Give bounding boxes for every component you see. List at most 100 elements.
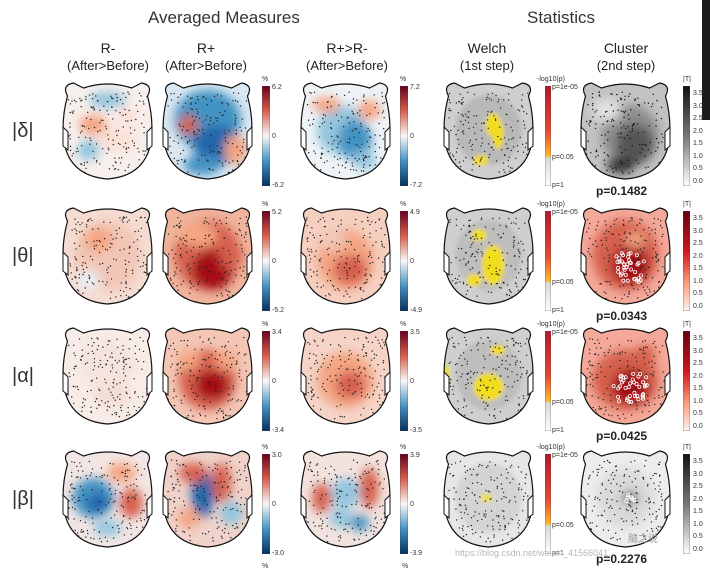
colorbar-welch-row1: [545, 211, 551, 311]
cluster-cbar-tick: 2.0: [693, 372, 703, 380]
cbar-min: -6.2: [272, 182, 285, 189]
cluster-cbar-title: |T|: [683, 321, 691, 328]
cluster-cbar-tick: 1.0: [693, 152, 703, 160]
head-map-row1-col2: [300, 207, 391, 305]
cbar-mid: 0: [272, 501, 276, 508]
column-title: Welch: [467, 40, 507, 56]
colorbar-ratio-row1: [262, 211, 270, 311]
welch-cbar-top: p=1e-05: [552, 84, 578, 91]
head-map-row0-col2: [300, 82, 391, 180]
welch-cbar-bottom: p=1: [552, 307, 564, 314]
welch-cbar-bottom: p=1: [552, 550, 564, 557]
head-map-row1-col0: [62, 207, 153, 305]
cluster-cbar-tick: 3.0: [693, 470, 703, 478]
cluster-p-value-row0: p=0.1482: [596, 184, 648, 198]
cluster-cbar-tick: 3.0: [693, 227, 703, 235]
colorbar-cluster-row0: [683, 86, 690, 186]
column-title: R-: [100, 40, 116, 56]
cluster-cbar-tick: 0.0: [693, 177, 703, 185]
cbar-max: 3.5: [410, 329, 420, 336]
column-heading-3: Welch (1st step): [427, 40, 547, 74]
cbar-max: 6.2: [272, 84, 282, 91]
column-heading-4: Cluster (2nd step): [566, 40, 686, 74]
head-map-row0-col1: [162, 82, 253, 180]
colorbar-diff-row2: [400, 331, 408, 431]
column-subtitle: (2nd step): [596, 58, 656, 73]
watermark-logo: 脑之说: [628, 534, 658, 545]
head-map-row1-col1: [162, 207, 253, 305]
head-map-row2-col3: [443, 327, 534, 425]
cbar-min: -3.0: [272, 550, 285, 557]
cluster-cbar-tick: 2.5: [693, 115, 703, 122]
column-title: Cluster: [603, 40, 649, 56]
cbar-max: 3.4: [272, 329, 282, 336]
column-subtitle: (After>Before): [305, 58, 388, 73]
colorbar-diff-row3: [400, 454, 408, 554]
head-map-row2-col2: [300, 327, 391, 425]
cluster-cbar-tick: 2.0: [693, 252, 703, 260]
welch-cbar-top: p=1e-05: [552, 452, 578, 459]
head-map-row0-col4: [580, 82, 671, 180]
colorbar-welch-row3: [545, 454, 551, 554]
cluster-cbar-tick: 2.5: [693, 240, 703, 247]
column-subtitle: (1st step): [459, 58, 515, 73]
cluster-cbar-tick: 1.5: [693, 140, 703, 147]
cbar-unit: %: [400, 444, 407, 451]
cluster-cbar-tick: 0.0: [693, 545, 703, 553]
cbar-unit: %: [262, 201, 269, 208]
cluster-cbar-tick: 1.0: [693, 397, 703, 405]
cluster-cbar-tick: 2.5: [693, 483, 703, 490]
cbar-unit: %: [400, 321, 407, 328]
colorbar-welch-row0: [545, 86, 551, 186]
cluster-cbar-tick: 2.0: [693, 127, 703, 135]
cluster-cbar-tick: 0.5: [693, 410, 703, 417]
welch-cbar-mid: p=0.05: [552, 399, 574, 406]
head-map-row3-col3: [443, 450, 534, 548]
cbar-mid: 0: [272, 378, 276, 385]
cluster-cbar-tick: 2.5: [693, 360, 703, 367]
welch-cbar-top: p=1e-05: [552, 209, 578, 216]
head-map-row1-col4: [580, 207, 671, 305]
head-map-row3-col4: [580, 450, 671, 548]
welch-cbar-bottom: p=1: [552, 427, 564, 434]
cbar-min: -3.9: [410, 550, 423, 557]
cbar-max: 7.2: [410, 84, 420, 91]
column-heading-0: R- (After>Before): [48, 40, 168, 74]
bottom-unit-left: %: [262, 563, 269, 570]
head-map-row3-col2: [300, 450, 391, 548]
cluster-cbar-tick: 2.0: [693, 495, 703, 503]
cbar-max: 5.2: [272, 209, 282, 216]
cluster-p-value-row3: p=0.2276: [596, 552, 648, 566]
cbar-mid: 0: [272, 133, 276, 140]
colorbar-welch-row2: [545, 331, 551, 431]
cluster-cbar-title: |T|: [683, 444, 691, 451]
cbar-min: -5.2: [272, 307, 285, 314]
cbar-mid: 0: [410, 378, 414, 385]
column-heading-2: R+>R- (After>Before): [287, 40, 407, 74]
colorbar-ratio-row0: [262, 86, 270, 186]
cbar-unit: %: [262, 76, 269, 83]
cluster-cbar-tick: 0.0: [693, 422, 703, 430]
cbar-unit: %: [262, 321, 269, 328]
cbar-max: 4.9: [410, 209, 420, 216]
head-map-row0-col0: [62, 82, 153, 180]
cbar-min: -3.4: [272, 427, 285, 434]
column-subtitle: (After>Before): [66, 58, 149, 73]
cbar-min: -3.5: [410, 427, 423, 434]
cluster-cbar-tick: 1.0: [693, 520, 703, 528]
row-label-band-0: |δ|: [12, 120, 34, 142]
cluster-cbar-tick: 3.0: [693, 347, 703, 355]
row-label-band-3: |β|: [12, 488, 34, 510]
column-title: R+>R-: [326, 40, 368, 56]
cluster-cbar-tick: 3.5: [693, 458, 703, 465]
head-map-row0-col3: [443, 82, 534, 180]
head-map-row2-col4: [580, 327, 671, 425]
colorbar-cluster-row2: [683, 331, 690, 431]
cbar-min: -4.9: [410, 307, 423, 314]
cluster-cbar-tick: 3.5: [693, 335, 703, 342]
cluster-cbar-tick: 1.0: [693, 277, 703, 285]
cbar-max: 3.9: [410, 452, 420, 459]
colorbar-cluster-row3: [683, 454, 690, 554]
cluster-cbar-tick: 0.0: [693, 302, 703, 310]
head-map-row3-col0: [62, 450, 153, 548]
